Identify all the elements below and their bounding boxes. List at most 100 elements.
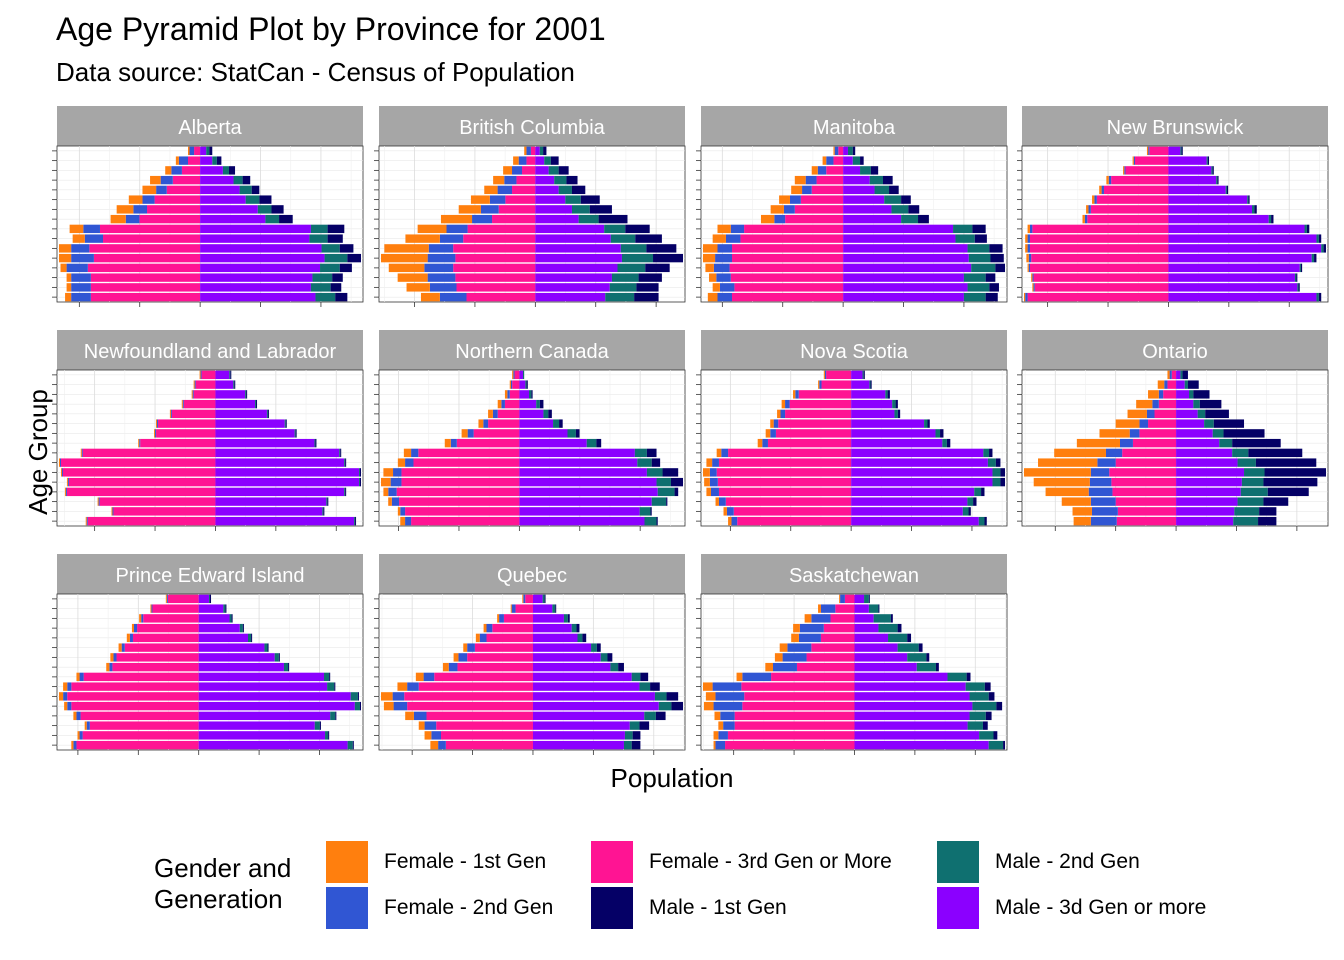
bar-m1 xyxy=(1000,477,1005,487)
bar-f3 xyxy=(486,633,533,643)
bar-m3 xyxy=(843,263,972,273)
bar-f2 xyxy=(1090,468,1110,477)
bar-f1 xyxy=(513,156,519,165)
bar-f1 xyxy=(714,711,721,721)
bar-m2 xyxy=(988,740,1004,750)
bar-m3 xyxy=(1168,146,1181,156)
bar-m2 xyxy=(639,507,651,516)
bar-m3 xyxy=(854,731,980,740)
bar-m3 xyxy=(843,205,892,214)
bar-f2 xyxy=(787,643,812,652)
bar-m1 xyxy=(278,653,280,662)
bar-f2 xyxy=(200,370,202,380)
bar-f2 xyxy=(405,516,412,526)
bar-f1 xyxy=(706,487,711,497)
bar-m3 xyxy=(200,214,266,224)
bar-f3 xyxy=(396,487,520,497)
bar-f2 xyxy=(427,273,456,282)
bar-f2 xyxy=(1090,497,1116,506)
bar-m3 xyxy=(215,399,256,409)
bar-f2 xyxy=(824,370,827,380)
bar-f2 xyxy=(125,214,140,224)
bar-f1 xyxy=(770,419,774,428)
bar-m1 xyxy=(548,409,552,419)
bar-f3 xyxy=(139,214,201,224)
bar-f1 xyxy=(779,195,790,204)
bar-f2 xyxy=(1139,419,1149,428)
bar-f3 xyxy=(821,380,852,389)
bar-f3 xyxy=(737,516,852,526)
bar-f1 xyxy=(440,214,473,224)
bar-m3 xyxy=(1176,438,1220,448)
bar-f2 xyxy=(782,653,807,662)
bar-m2 xyxy=(1225,185,1227,195)
bar-m2 xyxy=(578,214,599,224)
facet-strip xyxy=(57,106,363,146)
x-axis-label: Population xyxy=(610,763,734,793)
bar-f1 xyxy=(703,244,718,253)
bar-m3 xyxy=(1168,273,1295,282)
bar-f3 xyxy=(140,438,216,448)
bar-f3 xyxy=(775,429,852,438)
bar-m3 xyxy=(215,497,327,506)
bar-f3 xyxy=(147,205,201,214)
bar-f3 xyxy=(729,263,844,273)
bar-m2 xyxy=(321,244,340,253)
bar-m1 xyxy=(1207,156,1210,165)
bar-m2 xyxy=(548,166,559,175)
bar-m2 xyxy=(634,448,647,458)
bar-m3 xyxy=(200,185,240,195)
bar-f3 xyxy=(90,273,201,282)
bar-f2 xyxy=(448,662,458,672)
bar-f3 xyxy=(509,390,520,399)
bar-m2 xyxy=(1268,214,1272,224)
bar-f1 xyxy=(191,390,193,399)
bar-f1 xyxy=(403,448,412,458)
bar-f2 xyxy=(84,234,104,243)
bar-f3 xyxy=(67,692,199,701)
bar-f1 xyxy=(770,205,784,214)
bar-f3 xyxy=(187,156,201,165)
bar-m1 xyxy=(968,507,971,516)
bar-f2 xyxy=(712,458,719,467)
bar-m2 xyxy=(1304,224,1307,234)
bar-m2 xyxy=(907,653,927,662)
bar-m3 xyxy=(532,614,564,623)
bar-f2 xyxy=(76,711,81,721)
bar-m2 xyxy=(359,477,361,487)
facet-strip-label: Northern Canada xyxy=(455,341,609,363)
bar-m3 xyxy=(1168,244,1322,253)
bar-f1 xyxy=(60,263,67,273)
bar-m1 xyxy=(860,156,864,165)
facet-strip xyxy=(57,554,363,594)
bar-m2 xyxy=(894,409,898,419)
bar-f2 xyxy=(826,156,834,165)
bar-m1 xyxy=(926,653,930,662)
bar-f1 xyxy=(497,399,502,409)
bar-f1 xyxy=(118,643,122,652)
bar-m3 xyxy=(535,273,612,282)
bar-f3 xyxy=(767,438,852,448)
bar-f2 xyxy=(71,273,91,282)
bar-f2 xyxy=(71,283,91,292)
bar-f1 xyxy=(415,672,424,682)
bar-f3 xyxy=(1163,390,1177,399)
bar-m2 xyxy=(525,380,527,389)
bar-f1 xyxy=(1027,263,1029,273)
bar-f2 xyxy=(512,166,523,175)
bar-m3 xyxy=(854,672,948,682)
bar-m1 xyxy=(1199,399,1222,409)
bar-f3 xyxy=(1117,507,1177,516)
bar-m1 xyxy=(646,244,677,253)
bar-m2 xyxy=(284,419,286,428)
bar-f2 xyxy=(86,721,90,730)
bar-m3 xyxy=(535,292,606,302)
bar-f2 xyxy=(1088,487,1113,497)
bar-f1 xyxy=(1148,390,1159,399)
bar-m2 xyxy=(567,429,576,438)
bar-f1 xyxy=(1054,448,1106,458)
bar-f1 xyxy=(705,692,716,701)
facet-panel: Alberta xyxy=(52,106,364,307)
bar-f1 xyxy=(1032,283,1034,292)
bar-f2 xyxy=(63,692,68,701)
